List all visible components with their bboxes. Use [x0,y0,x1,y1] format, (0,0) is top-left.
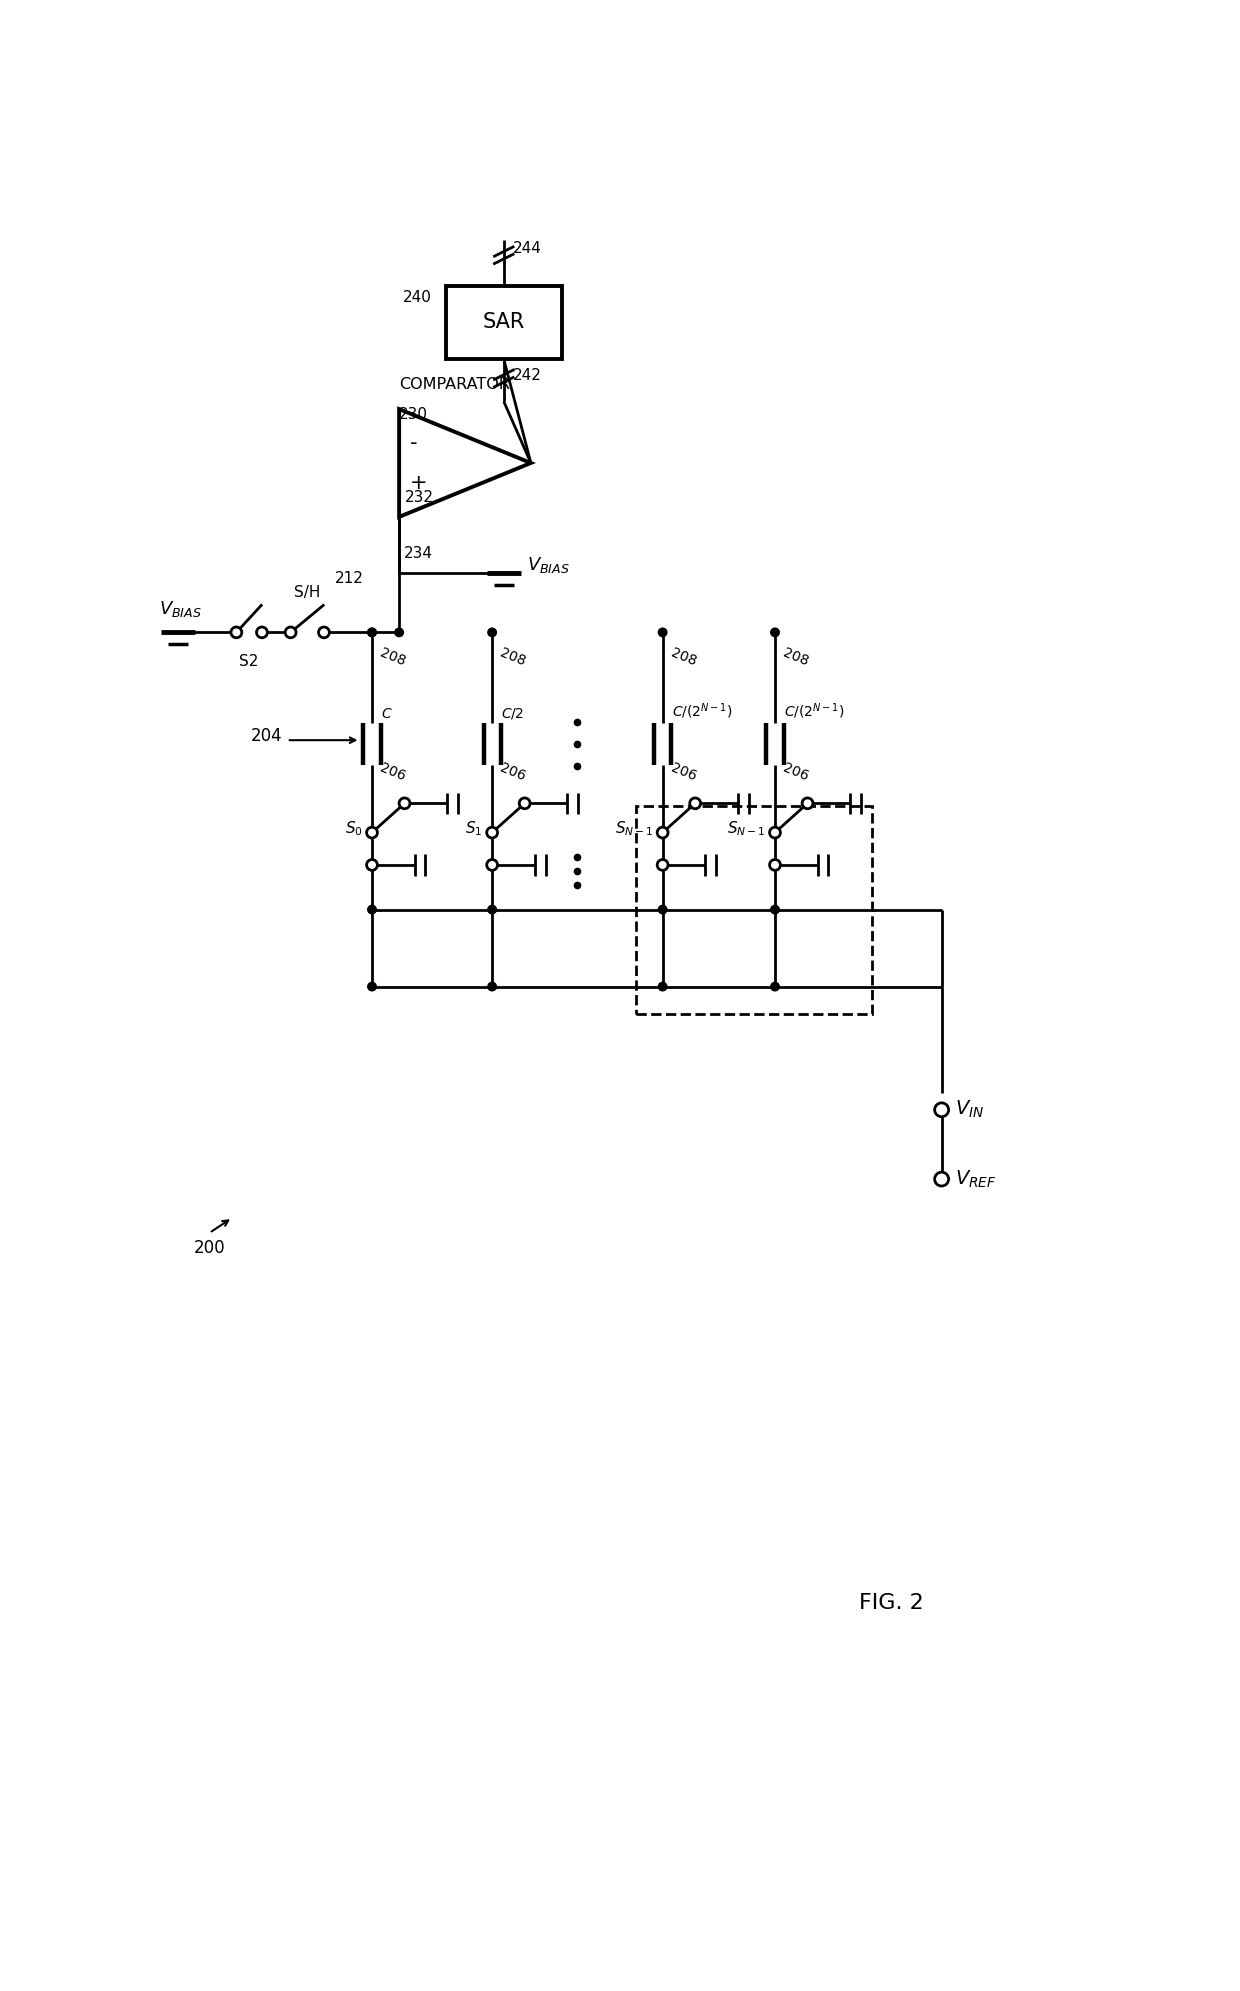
Text: S/H: S/H [294,585,320,599]
Text: $S_{N-1}$: $S_{N-1}$ [727,820,766,838]
Circle shape [285,627,296,637]
Circle shape [770,826,780,838]
Circle shape [802,798,813,808]
Circle shape [231,627,242,637]
Text: 230: 230 [399,406,428,422]
Text: 232: 232 [405,490,434,506]
Circle shape [368,982,376,992]
Text: $V_{IN}$: $V_{IN}$ [955,1099,985,1121]
Text: 212: 212 [335,571,363,585]
Circle shape [657,826,668,838]
Text: 234: 234 [404,546,433,561]
Text: $V_{REF}$: $V_{REF}$ [955,1169,996,1191]
Text: 206: 206 [668,761,698,784]
Circle shape [319,627,330,637]
Circle shape [935,1173,949,1187]
Circle shape [394,627,403,637]
Text: $V_{BIAS}$: $V_{BIAS}$ [527,555,570,575]
Text: 206: 206 [781,761,811,784]
Circle shape [657,860,668,870]
Text: 208: 208 [378,647,408,669]
Text: SAR: SAR [482,313,525,332]
Circle shape [935,1103,949,1117]
Circle shape [658,982,667,992]
Circle shape [367,860,377,870]
Text: COMPARATOR: COMPARATOR [399,376,510,392]
Circle shape [486,860,497,870]
Text: $S_1$: $S_1$ [465,820,482,838]
Text: 208: 208 [498,647,528,669]
Circle shape [368,627,376,637]
Circle shape [487,627,496,637]
Circle shape [487,982,496,992]
Circle shape [368,627,376,637]
Text: S2: S2 [239,653,259,669]
Text: $C/2$: $C/2$ [501,707,525,721]
Text: 244: 244 [513,241,542,257]
Text: $C/(2^{N-1})$: $C/(2^{N-1})$ [672,701,733,721]
FancyBboxPatch shape [445,287,562,358]
Circle shape [771,627,779,637]
Text: 206: 206 [498,761,528,784]
Text: 208: 208 [668,647,698,669]
Circle shape [771,906,779,914]
Circle shape [368,906,376,914]
Text: 208: 208 [781,647,811,669]
Text: +: + [410,474,428,494]
Circle shape [257,627,268,637]
Text: $S_{N-1}$: $S_{N-1}$ [615,820,653,838]
Circle shape [658,906,667,914]
Text: FIG. 2: FIG. 2 [859,1593,924,1613]
Text: 206: 206 [378,761,408,784]
Text: $C/(2^{N-1})$: $C/(2^{N-1})$ [784,701,844,721]
Circle shape [520,798,529,808]
Circle shape [658,627,667,637]
Circle shape [367,826,377,838]
Text: 204: 204 [252,727,283,745]
Circle shape [399,798,410,808]
Circle shape [770,860,780,870]
Circle shape [487,906,496,914]
Text: 242: 242 [513,368,542,384]
Text: $S_0$: $S_0$ [345,820,362,838]
Text: $V_{BIAS}$: $V_{BIAS}$ [159,599,202,619]
Text: $C$: $C$ [381,707,393,721]
Text: -: - [410,432,418,452]
Text: 240: 240 [403,291,432,305]
Circle shape [486,826,497,838]
Text: 200: 200 [193,1238,226,1258]
Circle shape [689,798,701,808]
Circle shape [771,982,779,992]
